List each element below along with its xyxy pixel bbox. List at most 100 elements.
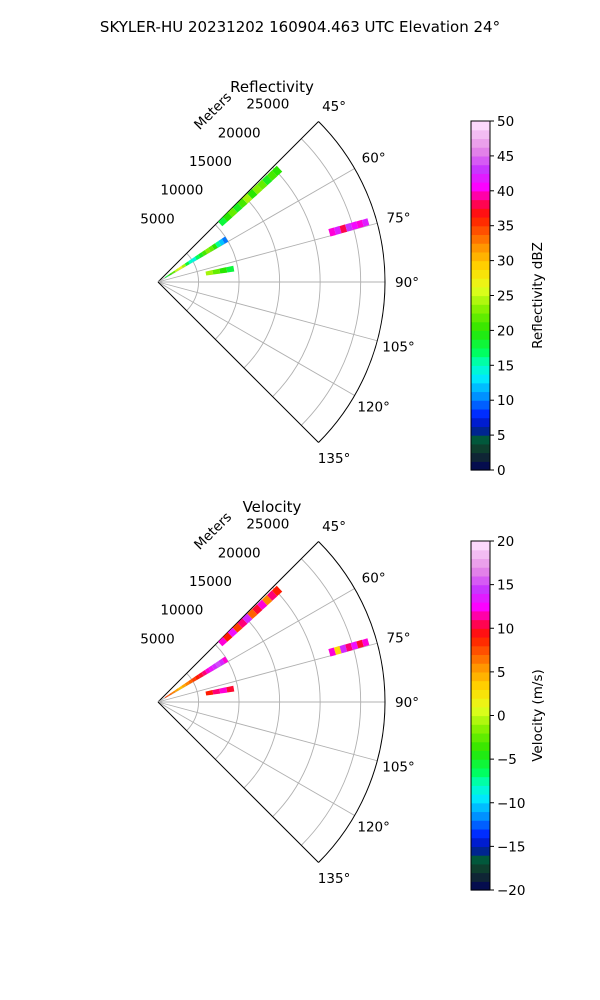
colorbar-tick-label: 30 bbox=[497, 254, 514, 270]
colorbar-segment bbox=[471, 549, 490, 560]
colorbar-segment bbox=[471, 461, 490, 471]
echo-gate bbox=[208, 665, 215, 672]
colorbar-segment bbox=[471, 558, 490, 568]
echo-gate bbox=[188, 679, 194, 685]
echo-gate bbox=[247, 188, 258, 200]
echo-gate bbox=[226, 265, 235, 273]
range-tick-label: 15000 bbox=[189, 154, 232, 170]
echo-gate bbox=[339, 224, 348, 234]
colorbar-segment bbox=[471, 759, 490, 769]
echo-gate bbox=[232, 622, 243, 633]
colorbar-segment bbox=[471, 225, 490, 236]
colorbar-segment bbox=[471, 365, 490, 375]
echo-gate bbox=[212, 268, 221, 275]
colorbar-segment bbox=[471, 216, 490, 227]
range-tick-label: 25000 bbox=[246, 517, 289, 533]
colorbar-segment bbox=[471, 863, 490, 874]
echo-gate bbox=[333, 645, 342, 655]
colorbar-segment bbox=[471, 121, 490, 131]
echo-gate bbox=[204, 247, 211, 254]
colorbar-segment bbox=[471, 443, 490, 454]
echo-gate bbox=[198, 252, 204, 258]
colorbar-segment bbox=[471, 837, 490, 847]
range-tick-label: 5000 bbox=[140, 631, 174, 647]
echo-gate bbox=[167, 692, 173, 697]
panel-title: Velocity bbox=[243, 498, 302, 516]
colorbar-tick-label: 40 bbox=[497, 184, 514, 200]
colorbar-segment bbox=[471, 199, 490, 209]
colorbar-tick-label: −5 bbox=[497, 752, 517, 768]
sector-edge bbox=[157, 541, 319, 703]
azimuth-tick-label: 135° bbox=[318, 451, 351, 467]
azimuth-tick-label: 45° bbox=[322, 519, 346, 535]
echo-gate bbox=[242, 193, 253, 204]
echo-gate bbox=[247, 608, 258, 620]
echo-gate bbox=[271, 165, 283, 177]
colorbar-segment bbox=[471, 654, 490, 664]
echo-gate bbox=[218, 216, 228, 227]
colorbar-segment bbox=[471, 339, 490, 349]
radar-panels: Reflectivity500010000150002000025000Mete… bbox=[140, 78, 546, 899]
colorbar-segment bbox=[471, 802, 490, 813]
azimuth-gridline bbox=[157, 281, 378, 342]
range-tick-label: 15000 bbox=[189, 574, 232, 590]
echo-gate bbox=[205, 690, 214, 696]
echo-gate bbox=[226, 685, 235, 693]
echo-gate bbox=[222, 632, 233, 642]
echo-gate bbox=[227, 627, 238, 638]
echo-gate bbox=[198, 672, 204, 678]
echo-gate bbox=[252, 604, 263, 615]
colorbar-tick-label: 20 bbox=[497, 534, 514, 550]
echo-gate bbox=[221, 656, 229, 664]
echo-gate bbox=[221, 236, 229, 244]
echo-gate bbox=[167, 272, 173, 277]
echo-gate bbox=[361, 638, 370, 647]
colorbar-tick-label: 25 bbox=[497, 289, 514, 305]
echo-gate bbox=[181, 683, 187, 689]
echo-gate bbox=[219, 687, 228, 694]
colorbar-segment bbox=[471, 400, 490, 410]
colorbar-segment bbox=[471, 706, 490, 717]
azimuth-tick-label: 105° bbox=[382, 339, 415, 355]
colorbar-segment bbox=[471, 628, 490, 638]
echo-gate bbox=[188, 259, 194, 265]
colorbar-segment bbox=[471, 881, 490, 891]
colorbar-segment bbox=[471, 295, 490, 305]
colorbar-segment bbox=[471, 391, 490, 401]
echo-gate bbox=[271, 585, 283, 597]
colorbar-segment bbox=[471, 269, 490, 279]
echo-gate bbox=[191, 256, 197, 263]
echo-gate bbox=[194, 254, 201, 260]
azimuth-tick-label: 45° bbox=[322, 99, 346, 115]
colorbar-segment bbox=[471, 208, 490, 218]
colorbar-segment bbox=[471, 776, 490, 786]
colorbar-segment bbox=[471, 636, 490, 647]
echo-gate bbox=[266, 170, 278, 181]
colorbar-segment bbox=[471, 680, 490, 690]
colorbar-segment bbox=[471, 234, 490, 244]
colorbar-segment bbox=[471, 417, 490, 427]
colorbar-segment bbox=[471, 750, 490, 760]
echo-gate bbox=[194, 674, 201, 680]
echo-gate bbox=[361, 218, 370, 227]
echo-gate bbox=[171, 690, 176, 695]
echo-gate bbox=[350, 641, 359, 650]
echo-gate bbox=[174, 688, 180, 693]
echo-gate bbox=[232, 202, 243, 213]
colorbar-segment bbox=[471, 785, 490, 795]
azimuth-tick-label: 60° bbox=[362, 151, 386, 167]
echo-gate bbox=[164, 275, 169, 279]
echo-gate bbox=[191, 676, 197, 683]
colorbar-tick-label: 15 bbox=[497, 578, 514, 594]
echo-gate bbox=[184, 681, 190, 687]
colorbar-segment bbox=[471, 828, 490, 839]
echo-gate bbox=[211, 663, 218, 670]
azimuth-tick-label: 60° bbox=[362, 571, 386, 587]
azimuth-tick-label: 105° bbox=[382, 759, 415, 775]
colorbar-tick-label: 50 bbox=[497, 114, 514, 130]
colorbar-segment bbox=[471, 330, 490, 340]
colorbar-tick-label: 45 bbox=[497, 149, 514, 165]
echo-gate bbox=[164, 695, 169, 699]
colorbar-segment bbox=[471, 855, 490, 865]
colorbar-segment bbox=[471, 321, 490, 331]
